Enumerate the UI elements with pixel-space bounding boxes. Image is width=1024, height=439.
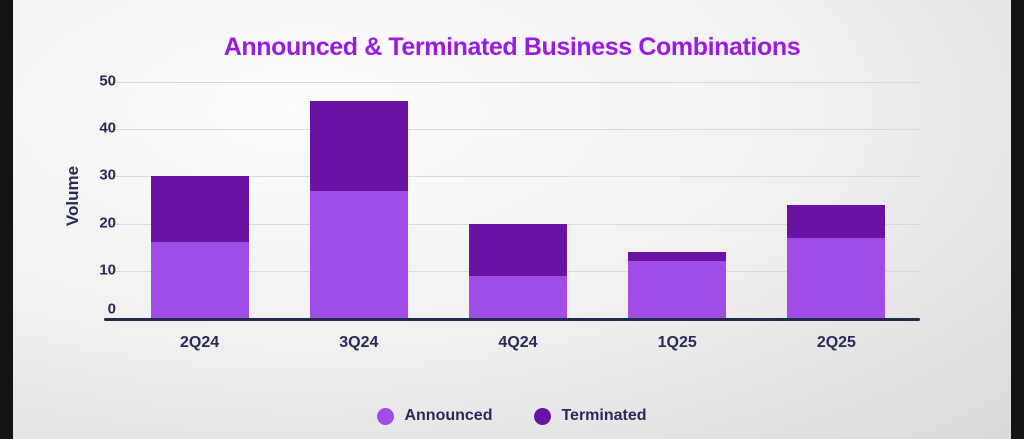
bar-segment-announced-3Q24 — [309, 190, 408, 318]
x-category-label: 3Q24 — [339, 334, 379, 351]
y-tick-label: 50 — [99, 72, 116, 90]
x-category-label: 4Q24 — [498, 334, 538, 351]
x-category-label: 2Q25 — [816, 334, 856, 351]
bar-segment-terminated-2Q25 — [787, 204, 886, 238]
bar-segment-announced-1Q25 — [628, 261, 727, 318]
legend-item-terminated: Terminated — [534, 407, 647, 425]
legend-marker-terminated-icon — [534, 407, 552, 425]
y-tick-label: 40 — [99, 119, 116, 137]
bar-segment-terminated-3Q24 — [309, 100, 408, 191]
bar-segment-announced-4Q24 — [469, 275, 567, 318]
bar-segment-terminated-2Q24 — [150, 176, 249, 243]
y-tick-label: 0 — [107, 300, 116, 318]
gridline — [104, 176, 920, 178]
legend-label-announced: Announced — [404, 407, 493, 424]
y-tick-label: 10 — [99, 261, 116, 279]
right-edge-strip — [1011, 0, 1024, 439]
legend-marker-announced-icon — [377, 407, 395, 425]
bar-segment-terminated-4Q24 — [469, 223, 567, 276]
bar-segment-terminated-1Q25 — [628, 251, 727, 262]
gridline — [104, 82, 920, 83]
x-axis-baseline — [104, 318, 920, 321]
legend-item-announced: Announced — [377, 407, 492, 425]
y-tick-label: 20 — [99, 214, 116, 232]
chart-legend: Announced Terminated — [0, 407, 1024, 425]
bar-segment-announced-2Q25 — [787, 237, 886, 318]
legend-label-terminated: Terminated — [561, 407, 647, 424]
x-category-label: 2Q24 — [180, 334, 220, 351]
left-edge-strip — [0, 0, 13, 439]
x-category-label: 1Q25 — [657, 334, 697, 351]
gridline — [104, 129, 920, 131]
chart-title: Announced & Terminated Business Combinat… — [223, 33, 801, 61]
bar-segment-announced-2Q24 — [150, 242, 249, 318]
y-tick-label: 30 — [99, 167, 116, 185]
